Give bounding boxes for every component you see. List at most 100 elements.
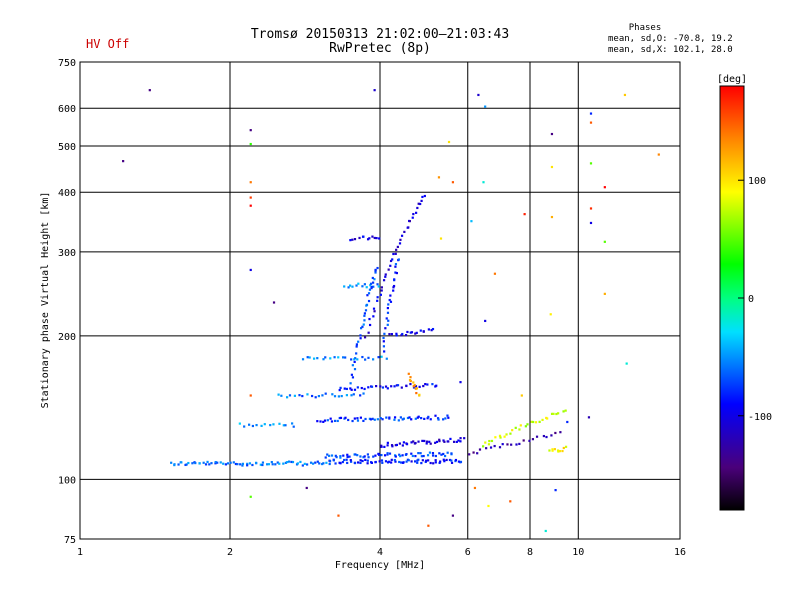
echo-point (355, 352, 358, 355)
echo-point (424, 383, 427, 386)
echo-point (372, 285, 375, 288)
echo-point (379, 293, 382, 296)
echo-point (229, 461, 232, 464)
echo-point (421, 439, 424, 442)
echo-point (351, 238, 354, 241)
echo-point (373, 89, 376, 92)
echo-point (428, 440, 431, 443)
echo-point (395, 334, 398, 337)
echo-point (546, 417, 549, 420)
echo-point (381, 386, 385, 389)
echo-point (418, 393, 421, 396)
echo-point (411, 454, 414, 458)
echo-point (388, 333, 391, 336)
echo-point (241, 464, 244, 467)
echo-point (366, 294, 369, 297)
echo-point (180, 461, 183, 464)
echo-point (541, 418, 544, 422)
echo-point (410, 460, 413, 463)
echo-point (550, 165, 554, 169)
y-tick-label: 200 (58, 332, 76, 343)
echo-point (388, 460, 391, 463)
echo-point (383, 445, 386, 449)
echo-point (362, 419, 365, 423)
echo-point (363, 312, 367, 315)
echo-point (429, 442, 432, 445)
echo-point (482, 445, 485, 448)
echo-point (356, 419, 360, 422)
echo-point (414, 385, 418, 388)
echo-point (426, 383, 429, 386)
echo-point (518, 442, 521, 446)
echo-point (380, 289, 383, 292)
echo-point (484, 105, 487, 108)
echo-point (394, 271, 397, 274)
echo-point (545, 435, 548, 439)
echo-point (552, 412, 555, 415)
echo-point (566, 420, 569, 424)
echo-point (538, 420, 541, 423)
echo-point (389, 300, 393, 303)
echo-point (224, 463, 228, 466)
echo-point (365, 286, 368, 289)
colorbar-ticks: 100 0 -100 (738, 176, 772, 423)
echo-point (398, 242, 402, 245)
echo-point (363, 336, 367, 339)
echo-point (325, 461, 328, 464)
echo-point (367, 299, 371, 303)
echo-point (340, 394, 343, 398)
echo-point (216, 461, 219, 464)
echo-point (170, 461, 173, 464)
echo-point (558, 450, 561, 453)
echo-point (470, 220, 473, 223)
echo-point (400, 234, 404, 237)
echo-point (344, 416, 347, 419)
echo-point (603, 186, 606, 189)
echo-point (489, 446, 493, 449)
echo-point (514, 426, 517, 429)
echo-point (361, 355, 364, 359)
echo-point (420, 455, 423, 458)
echo-point (374, 454, 377, 457)
echo-point (390, 444, 394, 447)
echo-point (511, 429, 514, 432)
echo-point (251, 424, 255, 428)
echo-point (359, 334, 362, 337)
echo-point (550, 132, 554, 136)
echo-point (243, 425, 246, 428)
echo-point (371, 417, 374, 420)
echo-point (249, 181, 252, 184)
echo-point (383, 332, 386, 335)
echo-point (278, 422, 281, 425)
echo-point (359, 459, 362, 462)
echo-point (363, 455, 366, 458)
echo-point (272, 301, 276, 304)
echo-point (336, 419, 339, 423)
echo-point (510, 443, 513, 446)
echo-point (476, 452, 479, 455)
echo-point (589, 121, 593, 124)
colorbar-unit-label: [deg] (717, 74, 747, 85)
echo-point (370, 385, 374, 388)
echo-point (359, 337, 362, 340)
echo-point (429, 418, 432, 421)
echo-point (414, 332, 417, 335)
echo-point (393, 278, 396, 281)
echo-point (374, 271, 377, 274)
echo-point (454, 458, 458, 462)
echo-point (329, 417, 332, 420)
echo-point (447, 416, 450, 419)
echo-point (412, 212, 415, 216)
echo-point (530, 420, 533, 423)
echo-point (432, 462, 435, 465)
echo-point (194, 461, 197, 465)
echo-point (364, 309, 368, 312)
echo-point (234, 462, 238, 466)
echo-point (434, 454, 437, 458)
echo-point (415, 211, 418, 214)
echo-point (395, 271, 398, 275)
echo-point (434, 461, 437, 464)
echo-point (409, 331, 412, 334)
echo-point (388, 452, 392, 455)
echo-point (226, 462, 230, 465)
